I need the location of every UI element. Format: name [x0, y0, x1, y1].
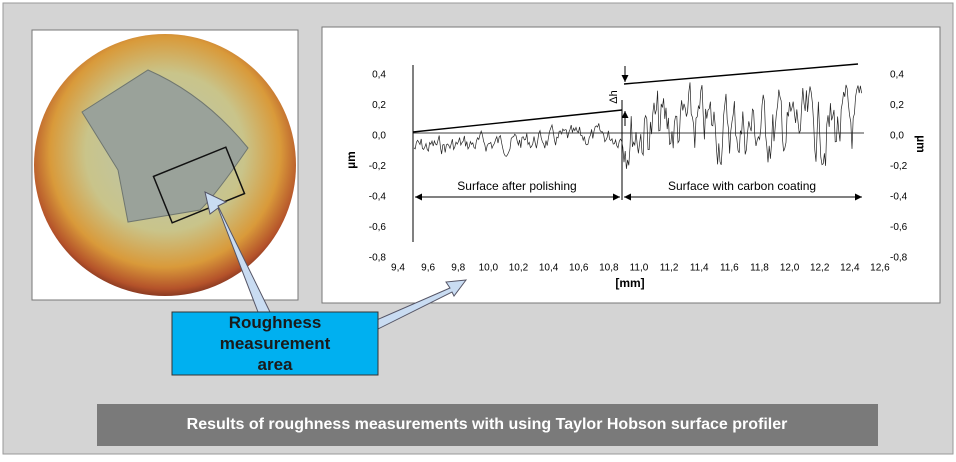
- region-label: Surface with carbon coating: [668, 179, 816, 193]
- profile-trace: [413, 82, 862, 169]
- y-tick-label: 0,0: [890, 131, 904, 142]
- x-tick-label: 11,4: [690, 263, 709, 274]
- pointer-arrow: [204, 191, 271, 313]
- x-tick-label: 12,6: [870, 263, 890, 274]
- x-tick-label: 10,2: [509, 263, 529, 274]
- callout-box: [171, 311, 379, 376]
- trend-line: [623, 63, 859, 85]
- x-tick-label: 9,4: [391, 263, 405, 274]
- y-tick-label: 0,4: [372, 70, 386, 81]
- x-tick-label: 10,6: [569, 263, 589, 274]
- sample: [81, 69, 249, 223]
- y-axis-label: µm: [344, 151, 358, 169]
- delta-label: Δh: [608, 90, 620, 103]
- x-tick-label: 11,2: [660, 263, 679, 274]
- y-tick-label: 0,0: [372, 131, 386, 142]
- pointer-arrow: [371, 279, 468, 331]
- x-tick-label: 12,4: [840, 263, 860, 274]
- y-tick-label: -0,4: [890, 192, 908, 203]
- callout: Roughness measurement area: [219, 313, 331, 374]
- callout-label: Roughness measurement area: [219, 313, 331, 374]
- x-tick-label: 12,2: [810, 263, 830, 274]
- trend-line: [412, 109, 623, 133]
- x-tick-label: 9,8: [451, 263, 465, 274]
- caption-box: [97, 404, 878, 446]
- y-tick-label: -0,2: [369, 161, 387, 172]
- y-tick-label: -0,8: [369, 253, 387, 264]
- x-tick-label: 10,8: [599, 263, 619, 274]
- profile-frame: [321, 26, 941, 304]
- y-tick-label: -0,4: [369, 192, 387, 203]
- x-tick-label: 10,0: [479, 263, 499, 274]
- x-tick-label: 11,8: [750, 263, 769, 274]
- x-tick-label: 12,0: [780, 263, 800, 274]
- x-tick-label: 10,4: [539, 263, 559, 274]
- x-axis-label: [mm]: [615, 276, 644, 290]
- y-tick-label: 0,2: [372, 100, 386, 111]
- caption: Results of roughness measurements with u…: [187, 416, 788, 433]
- y-tick-label: -0,6: [369, 222, 387, 233]
- y-tick-label: -0,6: [890, 222, 908, 233]
- y-tick-label: -0,2: [890, 161, 908, 172]
- region-label: Surface after polishing: [457, 179, 576, 193]
- y-tick-label: -0,8: [890, 253, 908, 264]
- y-axis-label: µm: [914, 135, 928, 153]
- profile-plot: 9,4 9,6 9,8 10,0 10,2 10,4 10,6 10,8 11,0 11,2 11,…: [344, 63, 928, 290]
- x-tick-label: 9,6: [421, 263, 435, 274]
- y-tick-label: 0,2: [890, 100, 904, 111]
- y-tick-label: 0,4: [890, 70, 904, 81]
- x-tick-label: 11,0: [630, 263, 649, 274]
- x-tick-label: 11,6: [720, 263, 739, 274]
